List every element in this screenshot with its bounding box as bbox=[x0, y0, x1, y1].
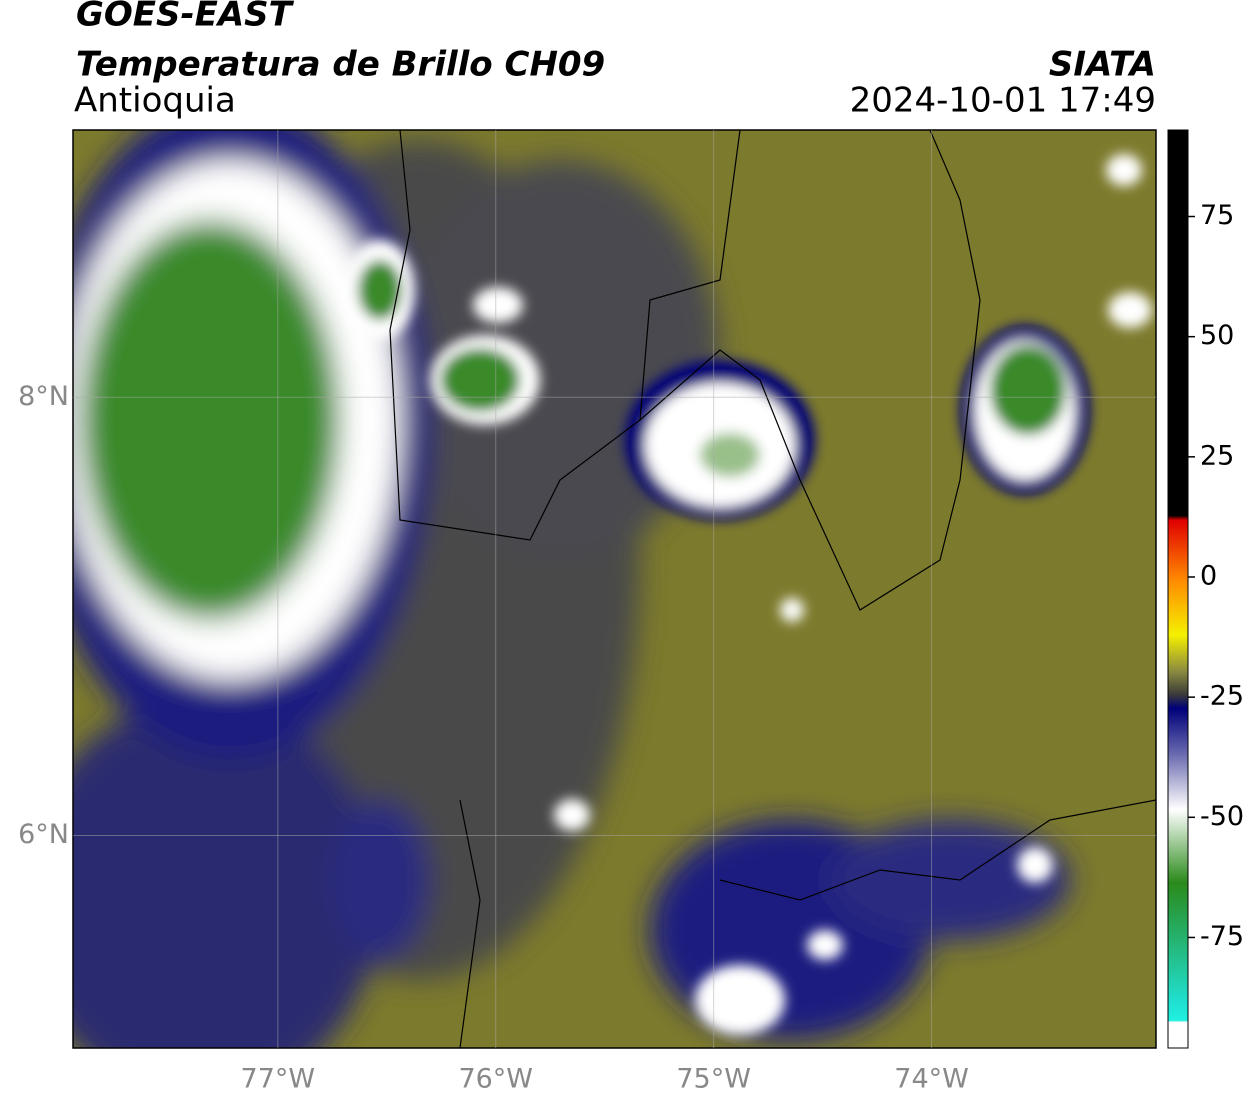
x-tick-label: 76°W bbox=[458, 1064, 533, 1095]
colorbar-tick-label: -25 bbox=[1200, 681, 1244, 712]
subtitle: Temperatura de Brillo CH09 bbox=[76, 45, 605, 85]
colorbar-tick-label: 75 bbox=[1200, 200, 1234, 231]
x-tick-label: 77°W bbox=[241, 1064, 316, 1095]
x-tick-label: 74°W bbox=[894, 1064, 969, 1095]
colorbar-tick-label: -75 bbox=[1200, 921, 1244, 952]
region: Antioquia bbox=[74, 81, 236, 121]
y-tick-label: 6°N bbox=[18, 819, 69, 850]
source: SIATA bbox=[1049, 45, 1156, 85]
x-tick-label: 75°W bbox=[676, 1064, 751, 1095]
map-frame bbox=[72, 129, 1157, 1049]
colorbar-tick-label: 25 bbox=[1200, 440, 1234, 471]
colorbar-tick-label: 0 bbox=[1200, 560, 1217, 591]
timestamp: 2024-10-01 17:49 bbox=[850, 81, 1156, 121]
title: GOES-EAST bbox=[76, 0, 295, 35]
y-tick-label: 8°N bbox=[18, 381, 69, 412]
satellite-image bbox=[73, 130, 1156, 1048]
colorbar-tick-label: -50 bbox=[1200, 801, 1244, 832]
colorbar-tick-label: 50 bbox=[1200, 320, 1234, 351]
colorbar bbox=[1167, 129, 1189, 1049]
